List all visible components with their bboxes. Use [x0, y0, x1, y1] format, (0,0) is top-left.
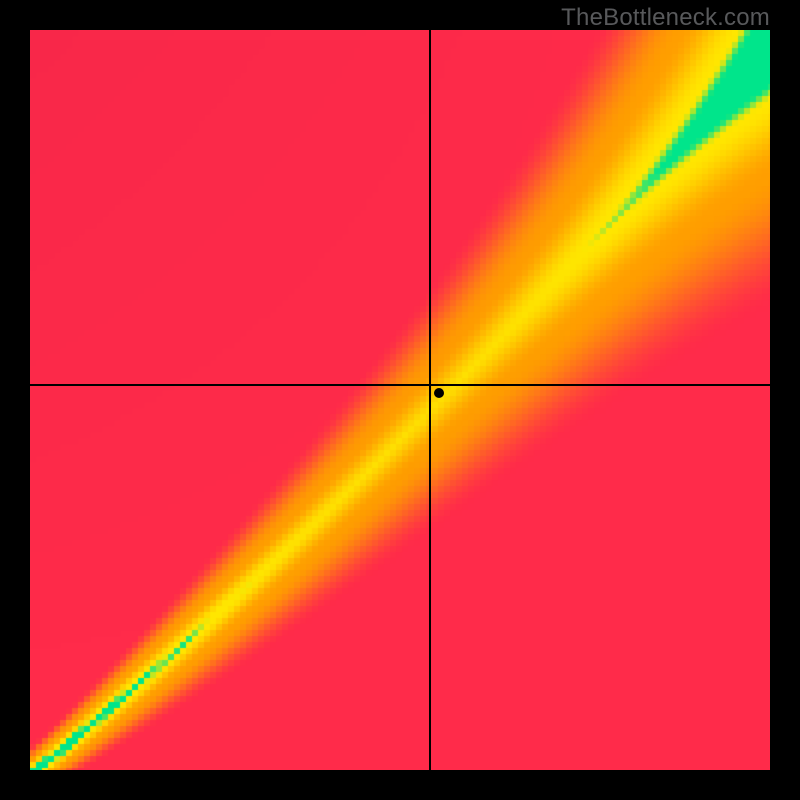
watermark-text: TheBottleneck.com — [561, 4, 770, 32]
bottleneck-heatmap — [30, 30, 770, 770]
selection-marker[interactable] — [434, 388, 444, 398]
crosshair-horizontal — [30, 384, 770, 386]
crosshair-vertical — [429, 30, 431, 770]
